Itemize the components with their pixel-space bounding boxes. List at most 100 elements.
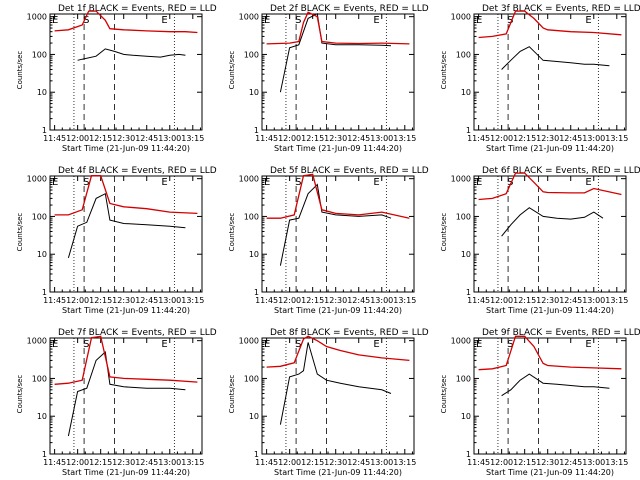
y-tick-label: 1 — [254, 450, 259, 459]
marker-label-start: E — [52, 15, 58, 26]
x-tick-label: 12:30 — [536, 296, 559, 305]
series-lld-line — [266, 335, 410, 368]
y-tick-label: 10 — [249, 88, 259, 97]
x-tick-label: 12:30 — [324, 458, 347, 467]
x-tick-label: 12:00 — [278, 134, 301, 143]
marker-label-end: E — [161, 339, 167, 350]
y-tick-label: 1000 — [451, 13, 471, 22]
x-tick-label: 12:45 — [559, 134, 582, 143]
y-tick-label: 1 — [42, 288, 47, 297]
marker-label-end: E — [373, 177, 379, 188]
x-tick-label: 12:45 — [135, 458, 158, 467]
y-tick-label: 100 — [244, 374, 259, 383]
x-tick-label: 12:00 — [278, 458, 301, 467]
plot-frame — [473, 13, 627, 131]
x-tick-label: 12:30 — [324, 134, 347, 143]
y-tick-label: 100 — [32, 50, 47, 59]
marker-label-end: E — [585, 177, 591, 188]
y-tick-label: 10 — [461, 412, 471, 421]
x-tick-label: 12:45 — [347, 134, 370, 143]
marker-label-end: E — [373, 339, 379, 350]
marker-label-sweep: S — [83, 15, 89, 26]
y-axis-label: Counts/sec — [16, 51, 24, 90]
chart-title: Det 5f BLACK = Events, RED = LLD — [270, 166, 429, 176]
x-tick-label: 11:45 — [467, 134, 490, 143]
plot-frame — [261, 337, 415, 455]
marker-label-sweep: S — [295, 15, 301, 26]
y-axis-label: Counts/sec — [440, 51, 448, 90]
y-axis-label: Counts/sec — [16, 213, 24, 252]
x-tick-label: 13:00 — [582, 458, 605, 467]
series-lld-line — [54, 10, 198, 34]
x-tick-label: 13:15 — [181, 458, 204, 467]
x-tick-label: 12:45 — [559, 458, 582, 467]
marker-label-start: E — [476, 15, 482, 26]
x-tick-label: 13:15 — [605, 134, 628, 143]
plot-frame — [261, 13, 415, 131]
x-tick-label: 13:00 — [370, 134, 393, 143]
x-tick-label: 12:45 — [559, 296, 582, 305]
x-tick-label: 12:15 — [513, 296, 536, 305]
y-axis-label: Counts/sec — [16, 375, 24, 414]
series-events-line — [501, 373, 610, 397]
series-events-line — [77, 48, 186, 61]
y-tick-label: 10 — [37, 250, 47, 259]
x-tick-label: 12:45 — [347, 296, 370, 305]
y-tick-label: 100 — [244, 212, 259, 221]
plot-frame — [49, 175, 203, 293]
series-lld-line — [54, 335, 198, 385]
x-tick-label: 12:30 — [324, 296, 347, 305]
x-tick-label: 12:45 — [135, 134, 158, 143]
marker-label-end: E — [161, 177, 167, 188]
x-tick-label: 13:00 — [158, 134, 181, 143]
y-tick-label: 1 — [466, 126, 471, 135]
y-axis-label: Counts/sec — [440, 375, 448, 414]
x-tick-label: 12:15 — [513, 134, 536, 143]
x-axis-label: Start Time (21-Jun-09 11:44:20) — [486, 144, 614, 153]
x-tick-label: 13:15 — [393, 296, 416, 305]
marker-label-end: E — [585, 339, 591, 350]
x-axis-label: Start Time (21-Jun-09 11:44:20) — [274, 306, 402, 315]
y-tick-label: 1 — [42, 126, 47, 135]
y-tick-label: 100 — [456, 374, 471, 383]
x-tick-label: 12:15 — [513, 458, 536, 467]
y-tick-label: 10 — [249, 412, 259, 421]
x-tick-label: 11:45 — [43, 134, 66, 143]
chart-panel-4: Det 4f BLACK = Events, RED = LLD 1 10 100 10… — [16, 166, 217, 315]
marker-label-end: E — [161, 15, 167, 26]
x-tick-label: 13:00 — [158, 296, 181, 305]
x-tick-label: 12:45 — [135, 296, 158, 305]
y-tick-label: 100 — [32, 374, 47, 383]
x-tick-label: 12:30 — [112, 458, 135, 467]
series-lld-line — [478, 335, 622, 371]
x-tick-label: 12:00 — [66, 458, 89, 467]
x-tick-label: 13:15 — [393, 134, 416, 143]
marker-label-start: E — [264, 339, 270, 350]
series-lld-line — [266, 173, 410, 219]
marker-label-start: E — [264, 177, 270, 188]
marker-label-sweep: S — [83, 177, 89, 188]
x-tick-label: 11:45 — [255, 296, 278, 305]
y-tick-label: 1000 — [239, 175, 259, 184]
y-tick-label: 1 — [42, 450, 47, 459]
x-tick-label: 11:45 — [43, 296, 66, 305]
chart-panel-5: Det 5f BLACK = Events, RED = LLD 1 10 100 10… — [228, 166, 429, 315]
marker-label-sweep: S — [83, 339, 89, 350]
x-tick-label: 12:15 — [301, 296, 324, 305]
chart-panel-9: Det 9f BLACK = Events, RED = LLD 1 10 100 10… — [440, 328, 640, 477]
x-tick-label: 12:15 — [89, 134, 112, 143]
chart-panel-3: Det 3f BLACK = Events, RED = LLD 1 10 100 10… — [440, 4, 640, 153]
x-tick-label: 12:00 — [278, 296, 301, 305]
y-tick-label: 1 — [466, 450, 471, 459]
x-tick-label: 12:00 — [66, 134, 89, 143]
marker-label-start: E — [52, 339, 58, 350]
chart-title: Det 3f BLACK = Events, RED = LLD — [482, 4, 640, 14]
x-axis-label: Start Time (21-Jun-09 11:44:20) — [62, 144, 190, 153]
x-axis-label: Start Time (21-Jun-09 11:44:20) — [62, 468, 190, 477]
y-tick-label: 1 — [254, 126, 259, 135]
x-axis-label: Start Time (21-Jun-09 11:44:20) — [274, 468, 402, 477]
x-tick-label: 13:00 — [582, 134, 605, 143]
x-tick-label: 11:45 — [255, 134, 278, 143]
marker-label-sweep: S — [295, 177, 301, 188]
y-axis-label: Counts/sec — [228, 375, 236, 414]
